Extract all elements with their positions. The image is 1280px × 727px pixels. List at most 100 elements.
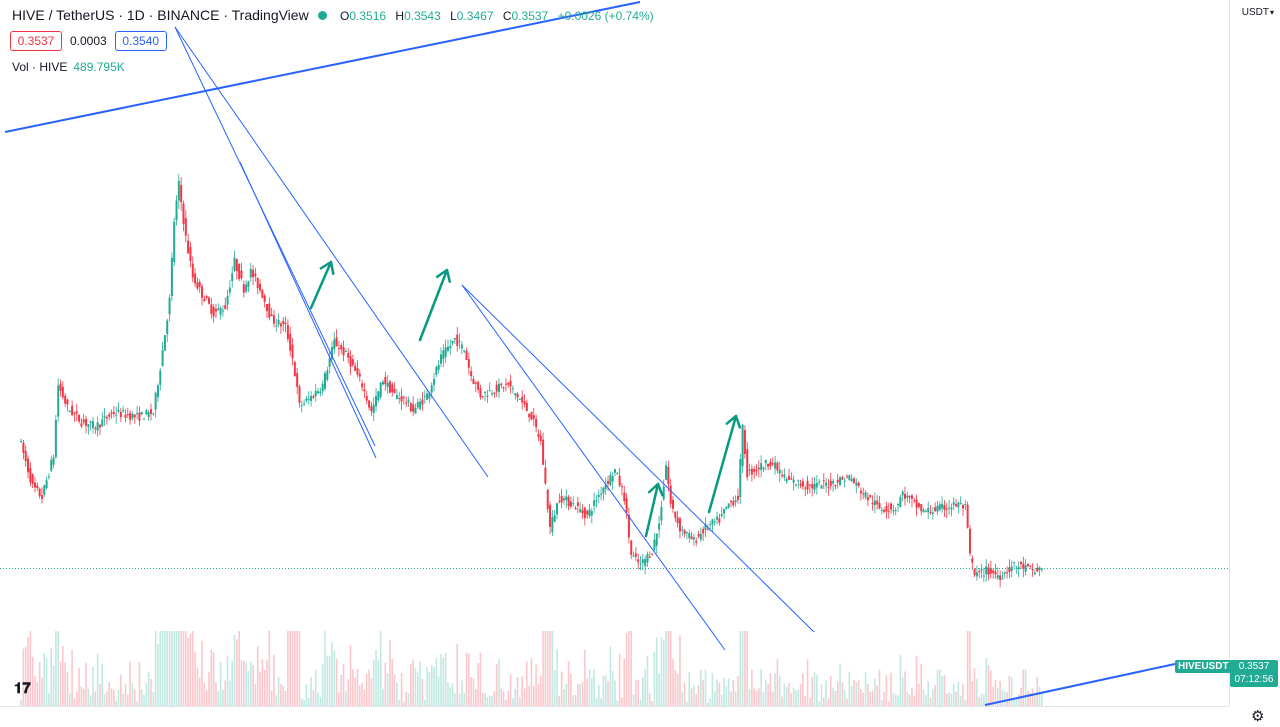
volume-bar [449,687,452,706]
time-axis[interactable] [0,706,1229,727]
volume-bar [621,697,623,706]
candle-body [87,424,90,427]
candle-body [637,559,640,563]
volume-bar [273,654,275,706]
candle-body [748,469,751,471]
volume-bar [725,686,728,706]
close-value: 0.3537 [511,9,549,23]
candle-body [358,373,361,377]
candle-body [518,399,521,401]
volume-bar [572,695,575,706]
volume-bar [168,631,171,706]
candle-body [405,402,408,404]
buy-button[interactable]: 0.3540 [114,31,167,51]
candle-body [873,500,876,506]
candle-body [101,419,104,427]
candle-body [228,287,231,293]
volume-bar [136,701,138,706]
candle-body [221,310,224,312]
candle-body [361,383,364,388]
volume-bar [437,676,440,706]
candle-body [61,386,64,398]
volume-bar [307,697,310,706]
volume-bar [256,646,259,706]
volume-bar [212,652,215,706]
candle-body [697,534,700,537]
candle-body [458,340,461,342]
candle-body [384,376,387,385]
candle-body [676,517,679,524]
candle-body [848,475,851,480]
volume-bar [658,673,660,706]
volume-bar [795,690,797,706]
volume-bar [797,689,800,706]
volume-bar [765,679,767,706]
volume-bar [124,684,127,706]
volume-bar [737,676,739,706]
candle-body [414,407,417,414]
candle-body [811,484,814,489]
volume-bar [219,662,222,706]
volume-bar [430,665,433,706]
candle-body [103,416,106,418]
volume-bar [66,671,69,706]
volume-bar [159,631,162,706]
sell-button[interactable]: 0.3537 [10,31,62,51]
volume-bar [396,682,398,706]
candle-body [586,510,589,515]
volume-bar [284,690,287,706]
volume-bar [379,631,382,706]
volume-bar [918,683,920,706]
candle-body [156,385,159,398]
candle-body [764,459,767,464]
candle-body [191,263,194,278]
volume-bar [549,631,551,706]
candle-body [266,304,268,312]
volume-bar [850,686,853,706]
volume-bar [927,681,929,706]
volume-bar [52,665,55,706]
volume-bar [180,631,182,706]
volume-bar [291,631,294,706]
tradingview-logo-icon[interactable]: 𝟏𝟕 [14,680,31,697]
volume-legend[interactable]: Vol · HIVE 489.795K [12,60,125,74]
volume-bar [29,631,32,706]
candle-body [382,381,384,385]
volume-bar [957,681,960,706]
candle-body [277,320,280,325]
volume-bar [546,631,549,706]
volume-bar [883,692,885,706]
currency-selector[interactable]: USDT [1242,7,1274,18]
volume-bar [591,678,593,706]
volume-bar [1003,691,1006,706]
volume-bar [27,637,29,706]
chart-title[interactable]: HIVE / TetherUS · 1D · BINANCE · Trading… [12,7,309,23]
volume-bar [539,675,542,706]
volume-bar [688,671,691,706]
volume-bar [516,677,519,706]
volume-bar [809,698,811,706]
volume-bar [686,701,688,706]
volume-bar [558,695,561,706]
volume-bar [382,688,384,706]
volume-bar [493,691,496,706]
gear-icon[interactable]: ⚙ [1251,708,1265,725]
volume-bar [368,669,370,706]
high-key: H [395,9,405,23]
volume-bar [952,683,955,706]
candle-body [648,556,651,558]
candle-body [890,503,893,510]
candle-body [22,442,25,453]
candle-body [767,463,770,467]
volume-bar [458,693,461,706]
candle-body [662,486,665,500]
volume-bar [869,691,871,706]
volume-bar [607,681,609,706]
volume-bar [92,666,94,706]
volume-bar [224,680,227,706]
candle-body [98,424,101,428]
candle-body [442,350,445,360]
price-axis[interactable] [1229,0,1280,706]
candle-body [73,412,76,414]
